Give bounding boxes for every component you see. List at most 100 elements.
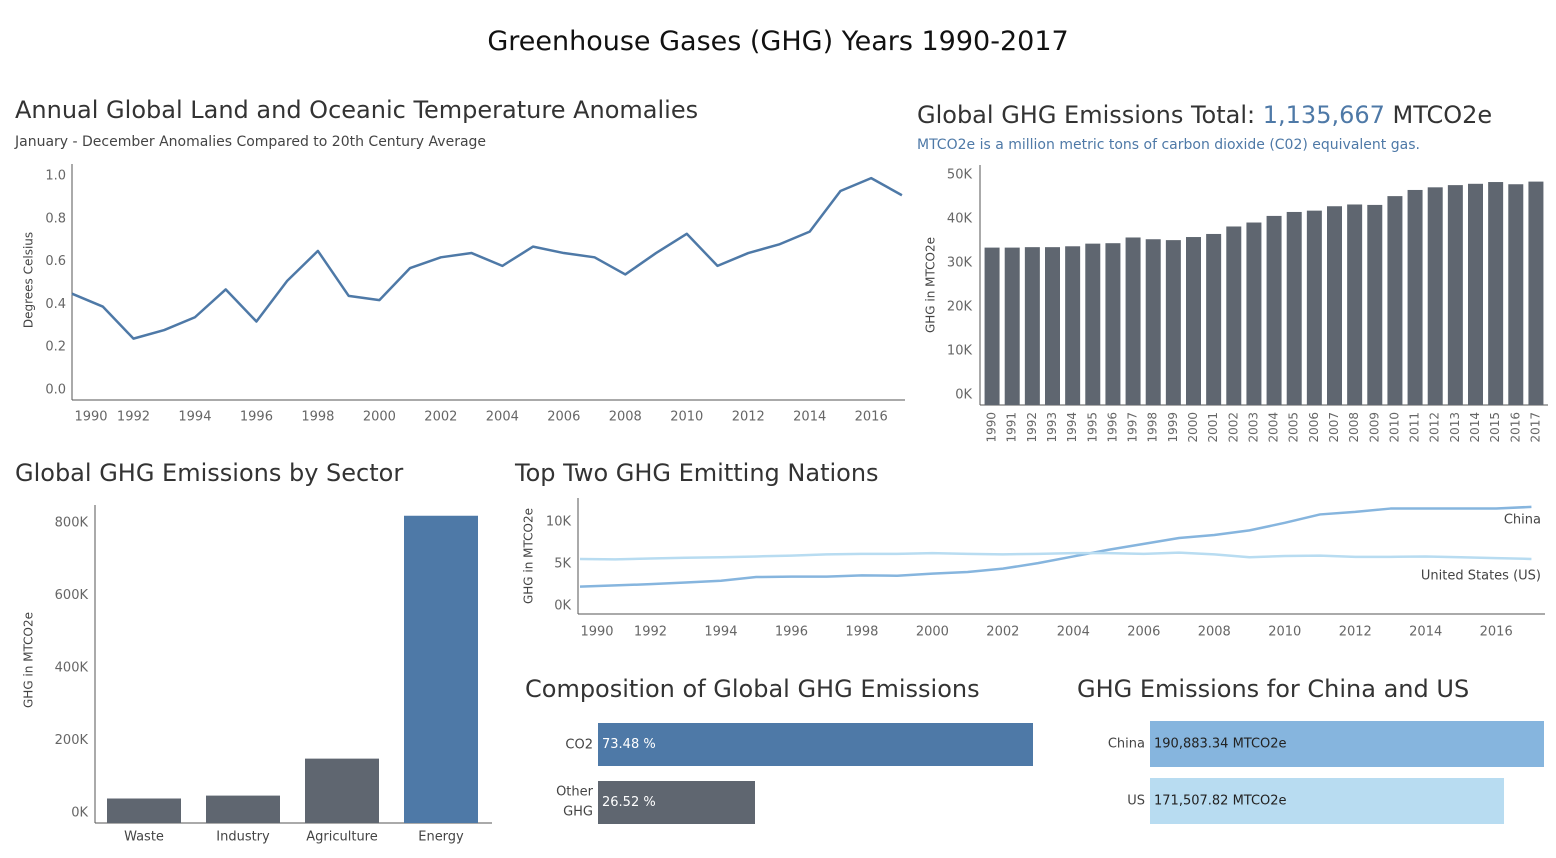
nations-x-tick: 2016 [1480,625,1513,640]
total-bar [1105,243,1121,405]
temperature-title: Annual Global Land and Oceanic Temperatu… [15,96,699,124]
temperature-x-tick: 2002 [424,410,457,425]
total-bar [1065,246,1081,405]
nations-x-tick: 2012 [1339,625,1372,640]
temperature-y-tick: 0.4 [45,297,66,312]
temperature-y-tick: 0.2 [45,340,66,355]
total-x-tick: 2013 [1448,412,1462,443]
sector-x-label: Energy [418,830,464,845]
nations-x-tick: 2014 [1409,625,1442,640]
nations-title: Top Two GHG Emitting Nations [515,459,879,487]
temperature-y-tick: 0.6 [45,254,66,269]
sector-bar [305,758,379,823]
temperature-line [71,176,903,340]
temperature-x-tick: 2004 [486,410,519,425]
total-x-tick: 1996 [1105,412,1119,443]
nations-x-tick: 1994 [704,625,737,640]
temperature-x-tick: 1990 [74,410,107,425]
sector-y-tick: 600K [55,588,89,603]
total-x-tick: 2017 [1528,412,1542,443]
nations-x-tick: 1996 [775,625,808,640]
total-x-tick: 1999 [1166,412,1180,443]
total-bar [1004,247,1020,405]
total-bar [1367,204,1383,405]
total-bar [1206,233,1222,405]
total-bar [1327,206,1342,405]
total-y-tick: 20K [947,300,973,315]
china-us-value-label: 171,507.82 MTCO2e [1154,794,1287,809]
temperature-y-tick: 0.8 [45,211,66,226]
total-bar [1024,247,1040,405]
total-bar [1488,182,1504,405]
total-y-label: GHG in MTCO2e [924,237,938,333]
temperature-x-tick: 2006 [547,410,580,425]
china-us-bar [1150,721,1544,767]
temperature-y-tick: 1.0 [45,169,66,184]
temperature-x-tick: 2000 [363,410,396,425]
total-x-tick: 2005 [1287,412,1301,443]
total-bar [1387,196,1403,405]
nations-y-tick: 5K [554,557,571,572]
sector-x-label: Industry [216,830,270,845]
total-y-tick: 0K [955,388,972,403]
temperature-x-tick: 2014 [793,410,826,425]
sector-y-label: GHG in MTCO2e [22,612,36,708]
total-x-tick: 2008 [1347,412,1361,443]
temperature-x-tick: 2008 [609,410,642,425]
total-x-tick: 2010 [1387,412,1401,443]
nations-x-tick: 1998 [845,625,878,640]
total-bar [1427,187,1443,405]
sector-title: Global GHG Emissions by Sector [15,459,404,487]
total-x-tick: 2001 [1206,412,1220,443]
total-x-tick: 1995 [1085,412,1099,443]
nations-x-tick: 2008 [1198,625,1231,640]
temperature-x-tick: 1996 [240,410,273,425]
total-x-tick: 2002 [1226,412,1240,443]
composition-bar [598,781,755,824]
total-bar [1125,237,1141,405]
total-y-tick: 50K [947,168,973,183]
total-bar [1347,204,1363,405]
total-x-tick: 2003 [1246,412,1260,443]
total-x-tick: 1990 [985,412,999,443]
nations-x-tick: 2000 [916,625,949,640]
total-bar [1286,211,1302,405]
total-bar [1407,189,1423,405]
total-title: Global GHG Emissions Total: 1,135,667 MT… [917,101,1492,129]
total-bar [1266,215,1282,405]
total-x-tick: 2014 [1468,412,1482,443]
total-bar [1186,237,1201,405]
total-y-tick: 10K [947,344,973,359]
nations-x-tick: 2002 [986,625,1019,640]
composition-category-label: Other [556,785,594,800]
composition-category-label: GHG [563,805,593,820]
total-x-tick: 1994 [1065,412,1079,443]
total-x-tick: 1991 [1005,412,1019,443]
nations-x-tick: 1992 [634,625,667,640]
total-value: 1,135,667 [1262,101,1385,129]
nations-y-tick: 10K [546,515,572,530]
nations-x-tick: 1990 [580,625,613,640]
total-bar [1085,243,1101,405]
total-x-tick: 1993 [1045,412,1059,443]
temperature-x-tick: 2010 [670,410,703,425]
sector-bar [107,798,181,823]
total-x-tick: 2012 [1428,412,1442,443]
dashboard-title: Greenhouse Gases (GHG) Years 1990-2017 [487,26,1069,57]
total-x-tick: 2016 [1508,412,1522,443]
total-x-tick: 2011 [1408,412,1422,443]
total-y-tick: 30K [947,256,973,271]
temperature-x-tick: 2016 [855,410,888,425]
composition-value-label: 73.48 % [602,737,656,752]
china-us-category-label: US [1127,794,1145,809]
temperature-y-tick: 0.0 [45,383,66,398]
total-x-tick: 2015 [1488,412,1502,443]
nations-x-tick: 2006 [1127,625,1160,640]
composition-value-label: 26.52 % [602,795,656,810]
total-bar [984,247,1000,405]
total-bar [1226,226,1242,405]
total-bar [1165,240,1181,405]
temperature-x-tick: 1994 [178,410,211,425]
total-title-prefix: Global GHG Emissions Total: [917,101,1263,129]
